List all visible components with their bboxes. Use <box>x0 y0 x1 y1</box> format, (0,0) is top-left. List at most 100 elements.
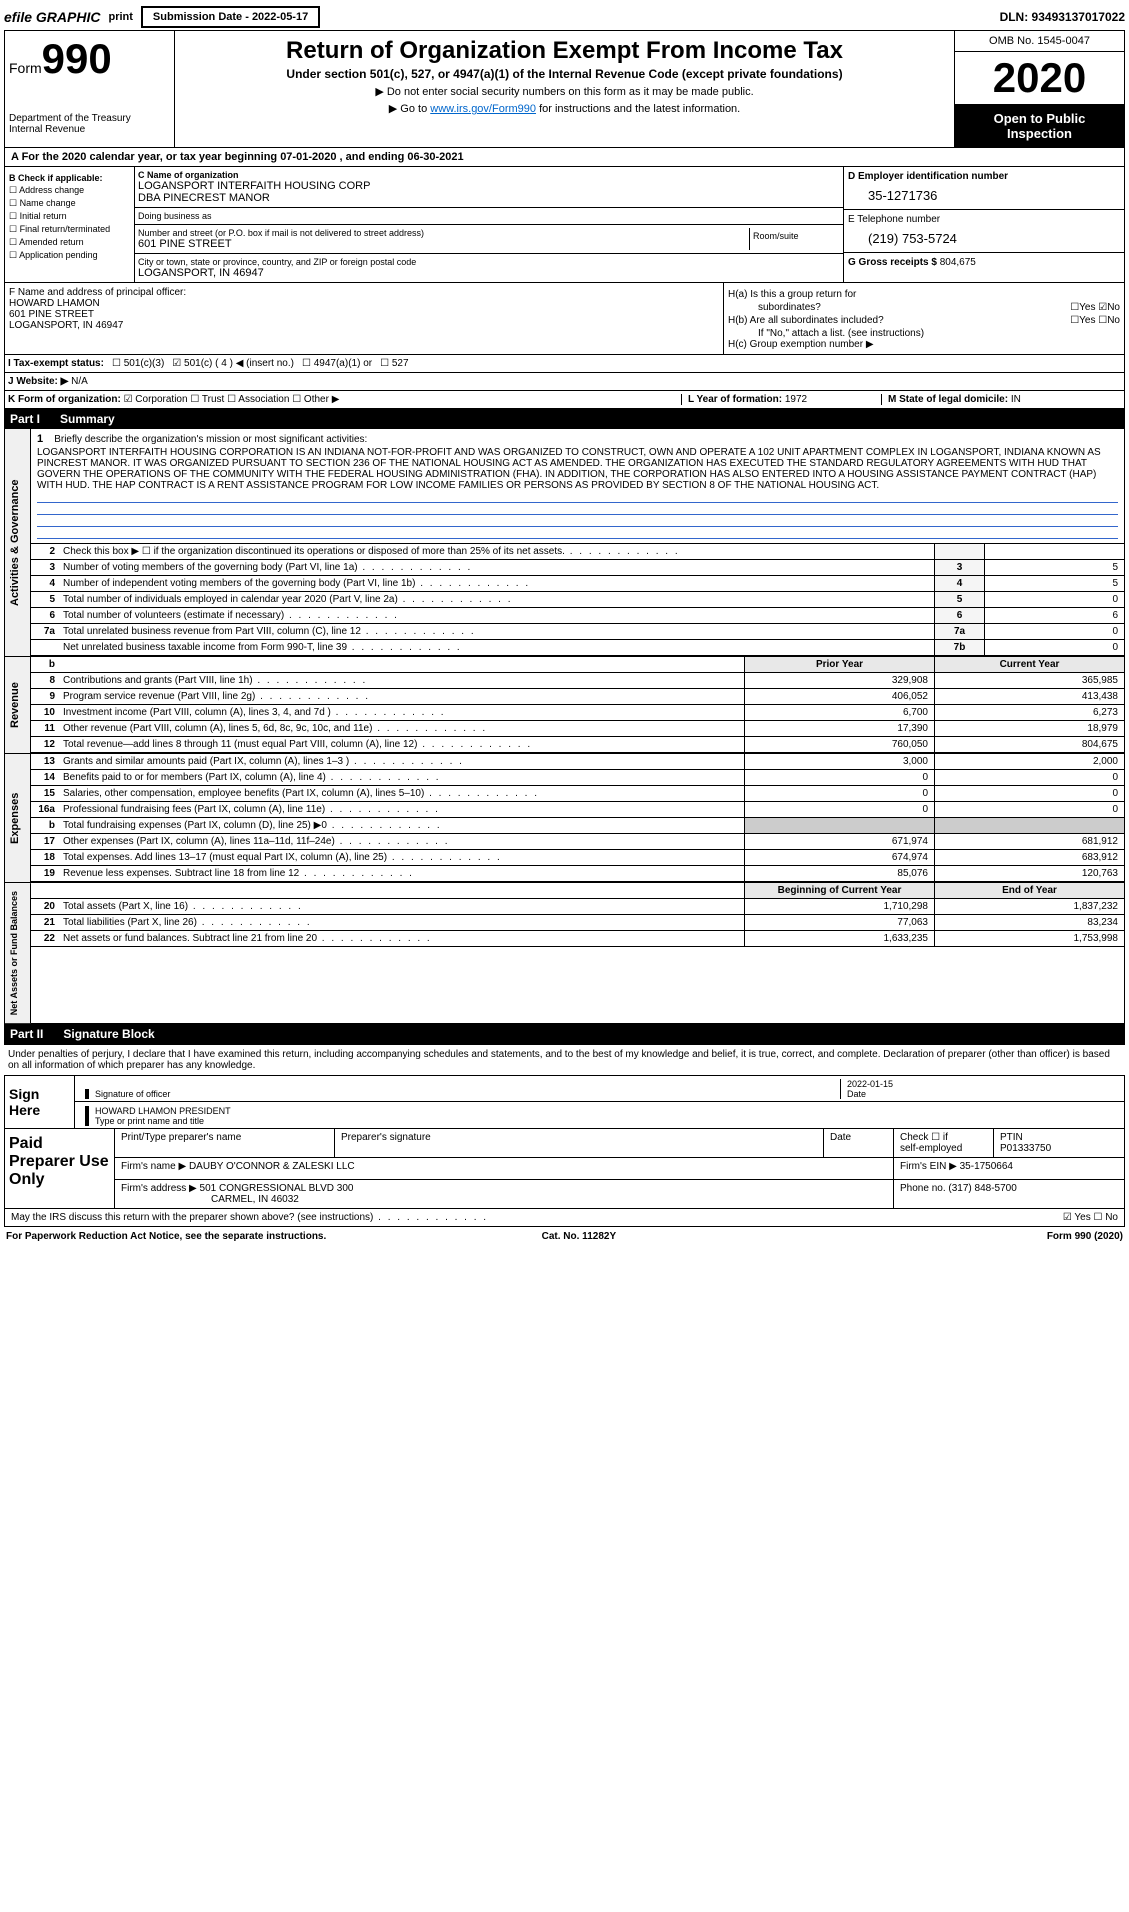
discuss-label: May the IRS discuss this return with the… <box>11 1212 488 1223</box>
row-num: 21 <box>31 915 59 930</box>
hb-yesno[interactable] <box>1070 315 1120 326</box>
row-num: 9 <box>31 689 59 704</box>
current-value: 365,985 <box>934 673 1124 688</box>
row-value: 6 <box>984 608 1124 623</box>
prior-value: 6,700 <box>744 705 934 720</box>
discuss-yesno[interactable]: ☑ Yes ☐ No <box>1063 1212 1118 1223</box>
cb-application-pending[interactable]: Application pending <box>9 250 130 261</box>
mission-text: LOGANSPORT INTERFAITH HOUSING CORPORATIO… <box>37 447 1118 491</box>
row-num: 15 <box>31 786 59 801</box>
current-value: 413,438 <box>934 689 1124 704</box>
self-emp-a: Check ☐ if <box>900 1132 987 1143</box>
gov-vlabel: Activities & Governance <box>5 429 31 656</box>
form-header: Form990 Department of the Treasury Inter… <box>4 30 1125 148</box>
cb-amended-return[interactable]: Amended return <box>9 237 130 248</box>
current-year-header: Current Year <box>934 657 1124 672</box>
org-name-label: C Name of organization <box>138 170 840 180</box>
te-501c3[interactable]: 501(c)(3) <box>112 358 164 369</box>
row-num: 20 <box>31 899 59 914</box>
table-row: 11 Other revenue (Part VIII, column (A),… <box>31 721 1124 737</box>
row-label: Total liabilities (Part X, line 26) <box>59 915 744 930</box>
cb-final-return[interactable]: Final return/terminated <box>9 224 130 235</box>
cb-name-change[interactable]: Name change <box>9 198 130 209</box>
table-row: 16a Professional fundraising fees (Part … <box>31 802 1124 818</box>
te-501c4[interactable]: 501(c) ( 4 ) ◀ (insert no.) <box>172 358 294 369</box>
current-value: 0 <box>934 786 1124 801</box>
current-value: 681,912 <box>934 834 1124 849</box>
boy-header: Beginning of Current Year <box>744 883 934 898</box>
row-num: 12 <box>31 737 59 752</box>
prior-value: 85,076 <box>744 866 934 881</box>
prior-value: 0 <box>744 786 934 801</box>
dba-block: Doing business as <box>135 208 843 225</box>
identity-row: B Check if applicable: Address change Na… <box>4 167 1125 283</box>
row-label: Total number of volunteers (estimate if … <box>59 608 934 623</box>
officer-name: HOWARD LHAMON <box>9 298 719 309</box>
print-label[interactable]: print <box>108 11 132 23</box>
prior-value: 3,000 <box>744 754 934 769</box>
part2-title: Signature Block <box>63 1027 154 1041</box>
line-ref: 7b <box>934 640 984 655</box>
line-ref: 7a <box>934 624 984 639</box>
row-label: Number of independent voting members of … <box>59 576 934 591</box>
ptin-val: P01333750 <box>1000 1143 1118 1154</box>
prior-value: 0 <box>744 770 934 785</box>
row-num: 8 <box>31 673 59 688</box>
current-value: 0 <box>934 802 1124 817</box>
section-d: D Employer identification number 35-1271… <box>844 167 1124 210</box>
te-4947[interactable]: 4947(a)(1) or <box>302 358 372 369</box>
prior-value: 329,908 <box>744 673 934 688</box>
row-label: Total number of individuals employed in … <box>59 592 934 607</box>
form-prefix: Form <box>9 60 42 76</box>
table-row: 4 Number of independent voting members o… <box>31 576 1124 592</box>
row-num: 6 <box>31 608 59 623</box>
table-row: 6 Total number of volunteers (estimate i… <box>31 608 1124 624</box>
paid-label: Paid Preparer Use Only <box>5 1129 115 1208</box>
te-label: I Tax-exempt status: <box>8 358 104 369</box>
row-label: Revenue less expenses. Subtract line 18 … <box>59 866 744 881</box>
self-emp-h[interactable]: Check ☐ if self-employed <box>894 1129 994 1157</box>
table-row: 12 Total revenue—add lines 8 through 11 … <box>31 737 1124 753</box>
l-val: 1972 <box>785 394 807 405</box>
cb-initial-return[interactable]: Initial return <box>9 211 130 222</box>
sig-intro: Under penalties of perjury, I declare th… <box>4 1044 1125 1075</box>
fh-row: F Name and address of principal officer:… <box>4 283 1125 355</box>
row-num: 16a <box>31 802 59 817</box>
city-value: LOGANSPORT, IN 46947 <box>138 267 840 279</box>
phone-value: (219) 753-5724 <box>848 225 1120 248</box>
row-label: Total fundraising expenses (Part IX, col… <box>59 818 744 833</box>
row-num: 17 <box>31 834 59 849</box>
row-label: Total assets (Part X, line 16) <box>59 899 744 914</box>
dept-treasury: Department of the Treasury <box>9 113 170 124</box>
row-num: b <box>31 818 59 833</box>
blue-line <box>37 491 1118 503</box>
cb-address-change[interactable]: Address change <box>9 185 130 196</box>
ein-value: 35-1271736 <box>848 182 1120 205</box>
firm-addr1: 501 CONGRESSIONAL BLVD 300 <box>200 1183 354 1194</box>
tax-year-line: A For the 2020 calendar year, or tax yea… <box>4 148 1125 167</box>
table-row: 5 Total number of individuals employed i… <box>31 592 1124 608</box>
firm-ein-label: Firm's EIN ▶ <box>900 1161 957 1172</box>
row-label: Total revenue—add lines 8 through 11 (mu… <box>59 737 744 752</box>
row-num: 19 <box>31 866 59 881</box>
dba-label: Doing business as <box>138 211 840 221</box>
name-title-label: Type or print name and title <box>95 1116 1120 1126</box>
section-b-label: B Check if applicable: <box>9 173 130 183</box>
omb-number: OMB No. 1545-0047 <box>955 31 1124 52</box>
section-l: L Year of formation: 1972 <box>681 394 881 405</box>
ha-yesno[interactable] <box>1070 302 1120 313</box>
row-label: Other expenses (Part IX, column (A), lin… <box>59 834 744 849</box>
net-header-row: Beginning of Current Year End of Year <box>31 883 1124 899</box>
officer-label: F Name and address of principal officer: <box>9 287 719 298</box>
te-527[interactable]: 527 <box>380 358 408 369</box>
row-value: 0 <box>984 640 1124 655</box>
governance-section: Activities & Governance 1 Briefly descri… <box>4 429 1125 657</box>
prior-value: 17,390 <box>744 721 934 736</box>
form990-link[interactable]: www.irs.gov/Form990 <box>430 103 536 115</box>
firm-ein-val: 35-1750664 <box>960 1161 1013 1172</box>
part2-header: Part II Signature Block <box>4 1024 1125 1044</box>
mission-block: 1 Briefly describe the organization's mi… <box>31 429 1124 544</box>
line-ref: 3 <box>934 560 984 575</box>
table-row: b Total fundraising expenses (Part IX, c… <box>31 818 1124 834</box>
row-num: 5 <box>31 592 59 607</box>
